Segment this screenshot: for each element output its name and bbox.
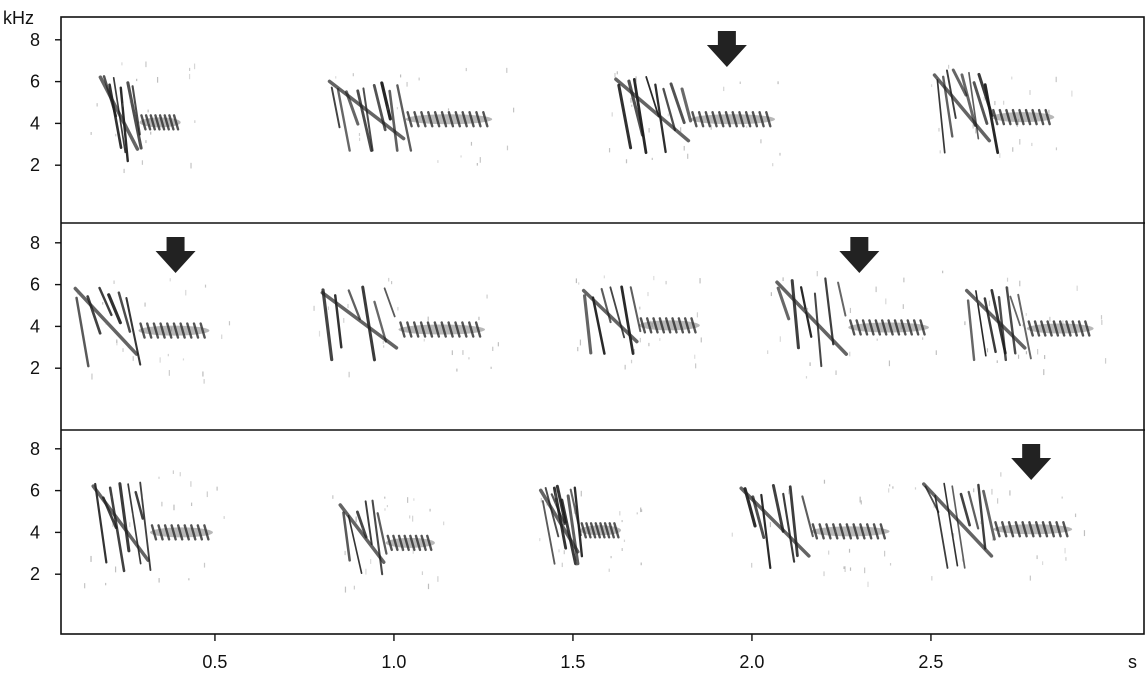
y-tick-label: 4 <box>30 316 40 336</box>
x-tick-label: 2.5 <box>918 652 943 672</box>
plot-frame <box>60 16 1145 635</box>
down-arrow-marker <box>155 237 196 273</box>
y-axis-unit-label: kHz <box>3 8 34 28</box>
y-tick-label: 8 <box>30 30 40 50</box>
syllable-trace <box>313 277 499 378</box>
syllable-trace <box>930 64 1073 158</box>
y-tick-label: 6 <box>30 72 40 92</box>
panels-layer <box>60 16 1145 635</box>
syllable-trace <box>73 278 231 384</box>
syllable-trace <box>84 470 225 589</box>
syllable-trace <box>327 67 515 166</box>
y-tick-label: 8 <box>30 233 40 253</box>
y-tick-label: 6 <box>30 275 40 295</box>
axis-layer: 2 4 6 8 2 4 6 8 2 4 6 8 0.5 1.0 1.5 2.0 2.5 <box>30 30 943 672</box>
y-tick-label: 6 <box>30 481 40 501</box>
x-tick-label: 1.5 <box>560 652 585 672</box>
down-arrow-marker <box>839 237 880 273</box>
syllable-trace <box>731 479 894 588</box>
syllable-trace <box>964 277 1107 376</box>
y-tick-label: 2 <box>30 564 40 584</box>
syllable-trace <box>332 495 445 593</box>
x-axis-unit-label: s <box>1128 652 1137 672</box>
syllable-trace <box>914 472 1086 581</box>
y-tick-label: 2 <box>30 155 40 175</box>
syllable-trace <box>90 61 196 174</box>
x-tick-label: 2.0 <box>739 652 764 672</box>
syllable-trace <box>767 270 944 379</box>
x-tick-label: 1.0 <box>381 652 406 672</box>
x-tick-label: 0.5 <box>202 652 227 672</box>
y-tick-label: 8 <box>30 439 40 459</box>
down-arrow-marker <box>1011 444 1052 480</box>
y-tick-label: 4 <box>30 113 40 133</box>
syllable-trace <box>608 71 781 167</box>
syllable-trace <box>575 275 702 370</box>
y-tick-label: 4 <box>30 522 40 542</box>
down-arrow-marker <box>706 31 747 67</box>
syllable-trace <box>538 484 643 572</box>
y-tick-label: 2 <box>30 358 40 378</box>
